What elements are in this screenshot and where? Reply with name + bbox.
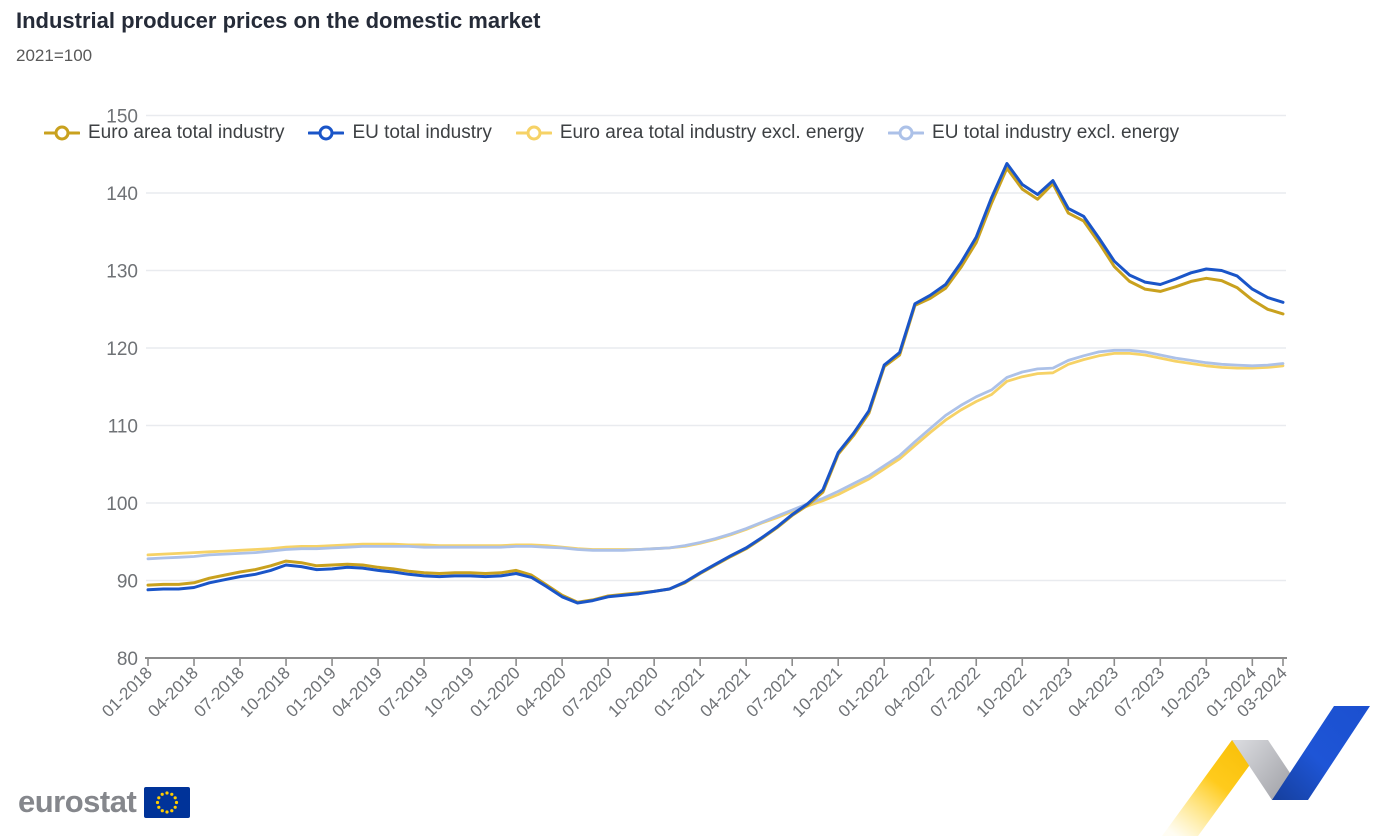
gridlines — [146, 114, 1286, 582]
flag-star — [173, 795, 178, 799]
flag-star — [160, 792, 165, 796]
svg-text:01-2018: 01-2018 — [98, 663, 156, 721]
svg-text:10-2020: 10-2020 — [604, 663, 662, 721]
chart-legend: Euro area total industry EU total industr… — [44, 122, 1179, 144]
series-line-euro-area-total-industry-excl-energy — [146, 351, 1285, 557]
svg-text:04-2022: 04-2022 — [881, 663, 939, 721]
legend-item-eu-total-industry[interactable]: EU total industry — [308, 122, 492, 144]
flag-star — [165, 809, 169, 814]
svg-text:10-2021: 10-2021 — [788, 663, 846, 721]
svg-text:130: 130 — [106, 262, 138, 283]
decoration-blue-stripe — [1272, 706, 1370, 800]
flag-star — [175, 800, 179, 804]
series-line-eu-total-industry — [146, 162, 1285, 605]
legend-item-euro-area-total-industry-excl-energy[interactable]: Euro area total industry excl. energy — [515, 122, 865, 144]
eurostat-logo-text: eurostat — [18, 784, 137, 819]
legend-item-euro-area-total-industry[interactable]: Euro area total industry — [44, 122, 284, 144]
svg-text:07-2021: 07-2021 — [742, 663, 800, 721]
svg-text:80: 80 — [117, 649, 138, 670]
eurostat-zigzag-decoration — [1162, 706, 1370, 836]
svg-text:120: 120 — [106, 339, 138, 360]
eu-total-industry-excl-energy-marker-icon — [888, 125, 925, 141]
eu-flag-icon — [144, 786, 191, 818]
legend-label: EU total industry excl. energy — [932, 122, 1180, 143]
svg-text:07-2022: 07-2022 — [927, 663, 985, 721]
svg-text:01-2019: 01-2019 — [282, 663, 340, 721]
chart-title: Industrial producer prices on the domest… — [16, 8, 541, 33]
svg-text:10-2019: 10-2019 — [420, 663, 478, 721]
svg-text:150: 150 — [106, 107, 138, 128]
series-line-euro-area-total-industry — [146, 166, 1285, 604]
eu-total-industry-marker-icon — [308, 125, 345, 141]
svg-text:110: 110 — [108, 417, 138, 438]
svg-text:07-2019: 07-2019 — [374, 663, 432, 721]
svg-text:04-2020: 04-2020 — [512, 663, 570, 721]
svg-text:04-2019: 04-2019 — [328, 663, 386, 721]
svg-text:10-2018: 10-2018 — [236, 663, 294, 721]
euro-area-total-industry-marker-icon — [44, 125, 80, 141]
svg-text:07-2018: 07-2018 — [190, 663, 248, 721]
svg-text:10-2022: 10-2022 — [973, 663, 1031, 721]
svg-text:01-2021: 01-2021 — [650, 663, 708, 721]
legend-label: Euro area total industry excl. energy — [559, 122, 865, 143]
svg-text:90: 90 — [117, 572, 138, 593]
svg-text:01-2020: 01-2020 — [466, 663, 524, 721]
x-axis-labels: 01-201804-201807-201810-201801-201904-20… — [98, 663, 1291, 721]
svg-text:04-2018: 04-2018 — [144, 663, 202, 721]
legend-label: Euro area total industry — [88, 122, 285, 143]
svg-text:140: 140 — [106, 184, 138, 205]
flag-star — [156, 800, 160, 804]
y-axis-labels: 80 90 100 110 120 130 140 150 — [106, 107, 138, 671]
x-axis — [145, 657, 1287, 666]
flag-star — [173, 805, 178, 809]
flag-star — [157, 805, 161, 809]
flag-star — [165, 790, 169, 795]
flag-star — [157, 795, 161, 799]
svg-text:01-2022: 01-2022 — [834, 663, 892, 721]
euro-area-total-industry-excl-energy-marker-icon — [515, 125, 552, 141]
svg-text:01-2023: 01-2023 — [1019, 663, 1077, 721]
chart-subtitle: 2021=100 — [16, 46, 93, 65]
legend-label: EU total industry — [352, 122, 492, 143]
legend-item-eu-total-industry-excl-energy[interactable]: EU total industry excl. energy — [888, 122, 1179, 144]
decoration-yellow-stripe — [1162, 740, 1268, 836]
eurostat-logo: eurostat — [18, 784, 191, 820]
svg-text:04-2021: 04-2021 — [696, 663, 754, 721]
svg-text:100: 100 — [106, 494, 138, 515]
series-line-eu-total-industry-excl-energy — [146, 348, 1285, 561]
svg-text:07-2020: 07-2020 — [558, 663, 616, 721]
flag-star — [161, 808, 165, 812]
flag-star — [170, 808, 174, 812]
ppi-line-chart: 809010011012013014015001-201804-201807-2… — [98, 107, 1291, 721]
flag-star — [170, 792, 174, 796]
svg-text:04-2023: 04-2023 — [1065, 663, 1123, 721]
